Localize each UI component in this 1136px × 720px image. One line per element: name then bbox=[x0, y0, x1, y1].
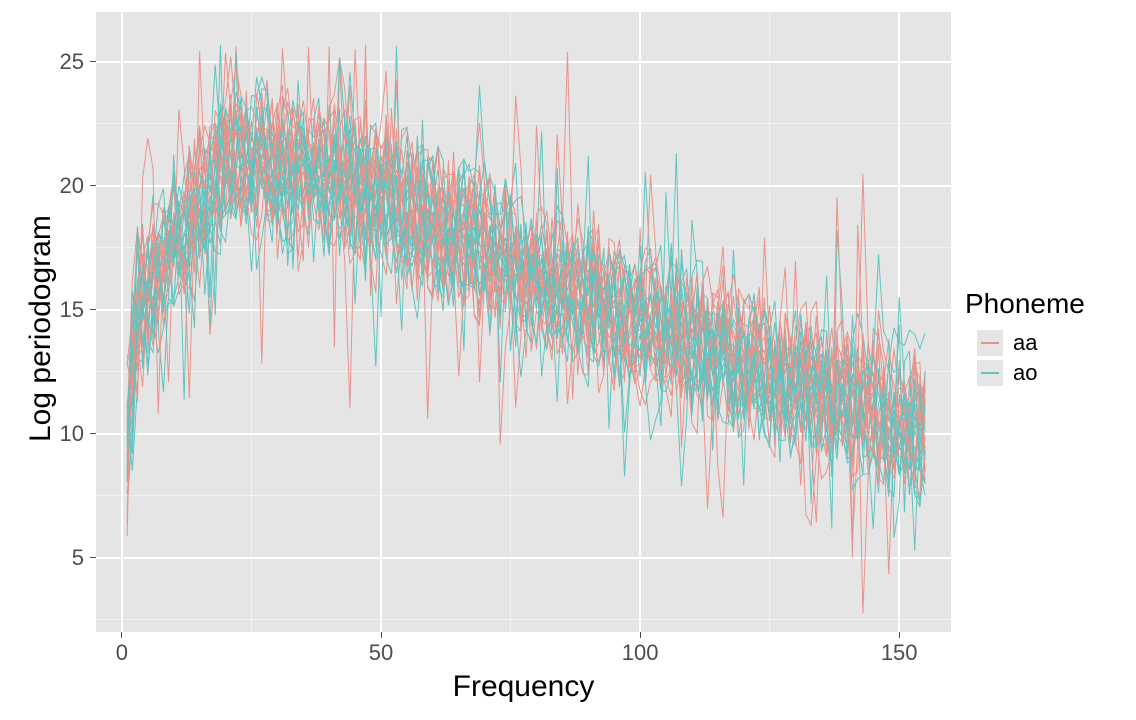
legend-title: Phoneme bbox=[965, 288, 1085, 320]
x-tick-mark bbox=[381, 632, 382, 638]
series-aa bbox=[127, 80, 925, 539]
y-tick-mark bbox=[90, 557, 96, 558]
legend-key bbox=[977, 360, 1003, 386]
chart-container: Frequency Log periodogram Phoneme 0 50 100… bbox=[0, 0, 1136, 720]
legend-item: aa bbox=[977, 330, 1037, 356]
y-axis-label: Log periodogram bbox=[24, 215, 58, 442]
x-tick-mark bbox=[121, 632, 122, 638]
legend-key bbox=[977, 330, 1003, 356]
y-tick-label: 5 bbox=[72, 545, 84, 571]
legend-key-line bbox=[981, 372, 999, 374]
legend-label: aa bbox=[1013, 330, 1037, 356]
series-layer bbox=[96, 12, 951, 632]
y-tick-mark bbox=[90, 309, 96, 310]
y-tick-mark bbox=[90, 185, 96, 186]
x-tick-label: 0 bbox=[116, 640, 128, 666]
y-tick-label: 20 bbox=[60, 173, 84, 199]
y-tick-mark bbox=[90, 433, 96, 434]
x-tick-mark bbox=[640, 632, 641, 638]
x-axis-label: Frequency bbox=[453, 670, 595, 704]
plot-panel bbox=[96, 12, 951, 632]
legend-item: ao bbox=[977, 360, 1037, 386]
x-tick-label: 150 bbox=[881, 640, 918, 666]
x-tick-label: 50 bbox=[369, 640, 393, 666]
y-tick-label: 25 bbox=[60, 49, 84, 75]
y-tick-label: 15 bbox=[60, 297, 84, 323]
legend-key-line bbox=[981, 342, 999, 344]
y-tick-label: 10 bbox=[60, 421, 84, 447]
x-tick-label: 100 bbox=[622, 640, 659, 666]
x-tick-mark bbox=[899, 632, 900, 638]
legend-label: ao bbox=[1013, 360, 1037, 386]
y-tick-mark bbox=[90, 61, 96, 62]
